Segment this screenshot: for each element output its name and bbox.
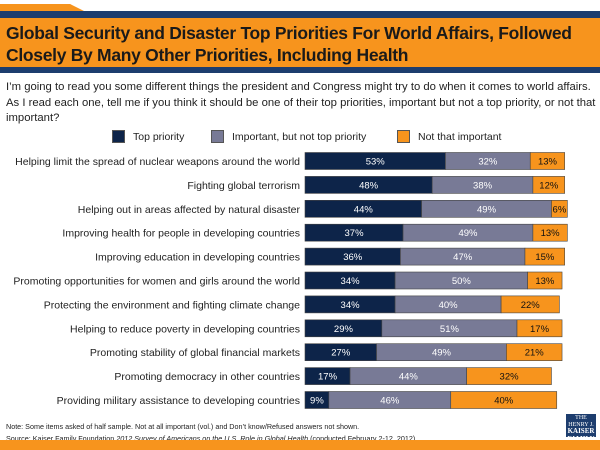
category-label: Promoting stability of global financial … (90, 347, 300, 359)
legend-swatch (397, 130, 410, 143)
data-label: 40% (494, 396, 514, 407)
footnote: Note: Some items asked of half sample. N… (6, 421, 415, 445)
data-label: 12% (539, 180, 559, 191)
bar-segment (450, 391, 558, 409)
data-label: 36% (343, 252, 363, 263)
source-suffix: (conducted February 2-12, 2012) (308, 434, 416, 443)
legend-not-important: Not that important (397, 130, 501, 143)
category-label: Helping out in areas affected by natural… (78, 204, 301, 216)
data-label: 15% (535, 252, 555, 263)
legend-important: Important, but not top priority (211, 130, 366, 143)
page-title: Global Security and Disaster Top Priorit… (6, 23, 572, 65)
footer-band (0, 440, 600, 450)
source-title: 2012 Survey of Americans on the U.S. Rol… (116, 434, 309, 443)
chart-legend: Top priority Important, but not top prio… (0, 130, 600, 144)
survey-question: I’m going to read you some different thi… (6, 81, 596, 124)
data-label: 34% (341, 276, 361, 287)
category-label: Promoting opportunities for women and gi… (13, 276, 300, 288)
data-label: 53% (366, 157, 386, 168)
data-label: 32% (478, 157, 498, 168)
data-label: 49% (477, 204, 497, 215)
category-label: Fighting global terrorism (187, 180, 300, 192)
category-label: Providing military assistance to develop… (57, 395, 300, 407)
data-label: 13% (541, 228, 561, 239)
legend-top-priority: Top priority (112, 130, 184, 143)
data-label: 47% (453, 252, 473, 263)
data-label: 32% (500, 372, 520, 383)
source-prefix: Source: Kaiser Family Foundation (6, 434, 117, 443)
category-label: Protecting the environment and fighting … (44, 299, 300, 311)
legend-label: Not that important (418, 130, 502, 143)
bar-segment (551, 200, 568, 218)
source-text: Source: Kaiser Family Foundation 2012 Su… (6, 433, 415, 445)
data-label: 17% (530, 324, 550, 335)
bar-segment (466, 367, 552, 385)
bar-segment (532, 223, 568, 242)
data-label: 38% (473, 180, 493, 191)
category-label: Improving education in developing countr… (95, 252, 300, 264)
category-label: Helping limit the spread of nuclear weap… (15, 156, 300, 168)
data-label: 44% (354, 204, 374, 215)
bar-segment (500, 295, 560, 314)
bar-segment (529, 152, 566, 170)
data-label: 44% (399, 372, 419, 383)
data-label: 21% (525, 348, 545, 359)
data-label: 40% (439, 300, 459, 311)
legend-label: Top priority (133, 130, 185, 143)
bar-segment (524, 247, 566, 266)
data-label: 46% (380, 396, 400, 407)
data-label: 13% (538, 157, 558, 168)
category-label: Promoting democracy in other countries (114, 371, 300, 383)
data-label: 27% (331, 348, 351, 359)
kff-logo: THE HENRY J. KAISER FAMILY (566, 414, 596, 443)
note-text: Note: Some items asked of half sample. N… (6, 422, 360, 431)
stacked-bar-chart: Helping limit the spread of nuclear weap… (13, 152, 568, 409)
data-label: 9% (310, 396, 324, 407)
data-label: 48% (359, 180, 379, 191)
data-label: 17% (318, 372, 338, 383)
bar-segment (506, 343, 563, 362)
data-label: 51% (440, 324, 460, 335)
bar-segment (527, 271, 563, 290)
legend-label: Important, but not top priority (232, 130, 367, 143)
bar-segment (532, 176, 566, 194)
data-label: 22% (521, 300, 541, 311)
data-label: 49% (458, 228, 478, 239)
data-label: 29% (334, 324, 354, 335)
header-band (0, 0, 600, 75)
data-label: 34% (341, 300, 361, 311)
category-label: Improving health for people in developin… (62, 228, 300, 240)
data-label: 50% (452, 276, 472, 287)
data-label: 49% (432, 348, 452, 359)
legend-swatch (211, 130, 224, 143)
data-label: 6% (553, 204, 567, 215)
bar-segment (516, 319, 563, 338)
legend-swatch (112, 130, 125, 143)
data-label: 13% (535, 276, 555, 287)
data-label: 37% (345, 228, 365, 239)
category-label: Helping to reduce poverty in developing … (70, 323, 300, 335)
